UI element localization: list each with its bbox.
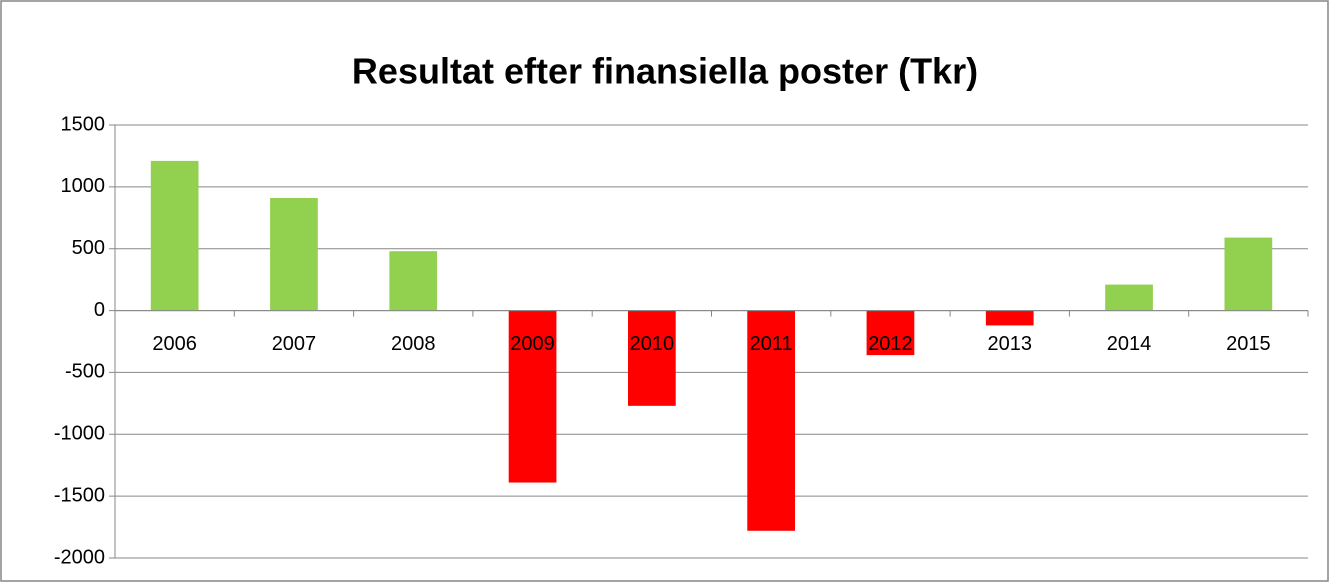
bar	[627, 310, 676, 406]
x-tick-label: 2009	[510, 333, 555, 355]
bar	[985, 310, 1034, 326]
bar	[866, 310, 915, 356]
bar	[508, 310, 557, 483]
x-tick-label: 2006	[152, 333, 197, 355]
x-tick-label: 2011	[750, 333, 793, 355]
y-tick-label: 1500	[61, 113, 106, 135]
y-tick-label: -2000	[54, 546, 105, 568]
bar	[389, 251, 438, 311]
y-tick-label: -1000	[54, 423, 105, 445]
y-tick-label: 1000	[61, 175, 106, 197]
x-tick-label: 2015	[1226, 333, 1271, 355]
bar	[270, 197, 318, 311]
bar	[150, 160, 199, 311]
y-tick-label: 0	[94, 299, 105, 321]
chart-title: Resultat efter finansiella poster (Tkr)	[352, 51, 978, 92]
x-tick-label: 2007	[272, 333, 317, 355]
x-tick-label: 2014	[1107, 333, 1152, 355]
bar	[1224, 237, 1273, 311]
bar	[747, 310, 796, 531]
x-tick-label: 2012	[868, 333, 913, 355]
x-tick-label: 2008	[391, 333, 436, 355]
y-tick-label: 500	[72, 237, 105, 259]
x-tick-label: 2010	[630, 333, 675, 355]
y-tick-label: -500	[65, 361, 105, 383]
bar	[1105, 284, 1153, 311]
x-tick-label: 2013	[988, 333, 1033, 355]
y-tick-label: -1500	[54, 484, 105, 506]
